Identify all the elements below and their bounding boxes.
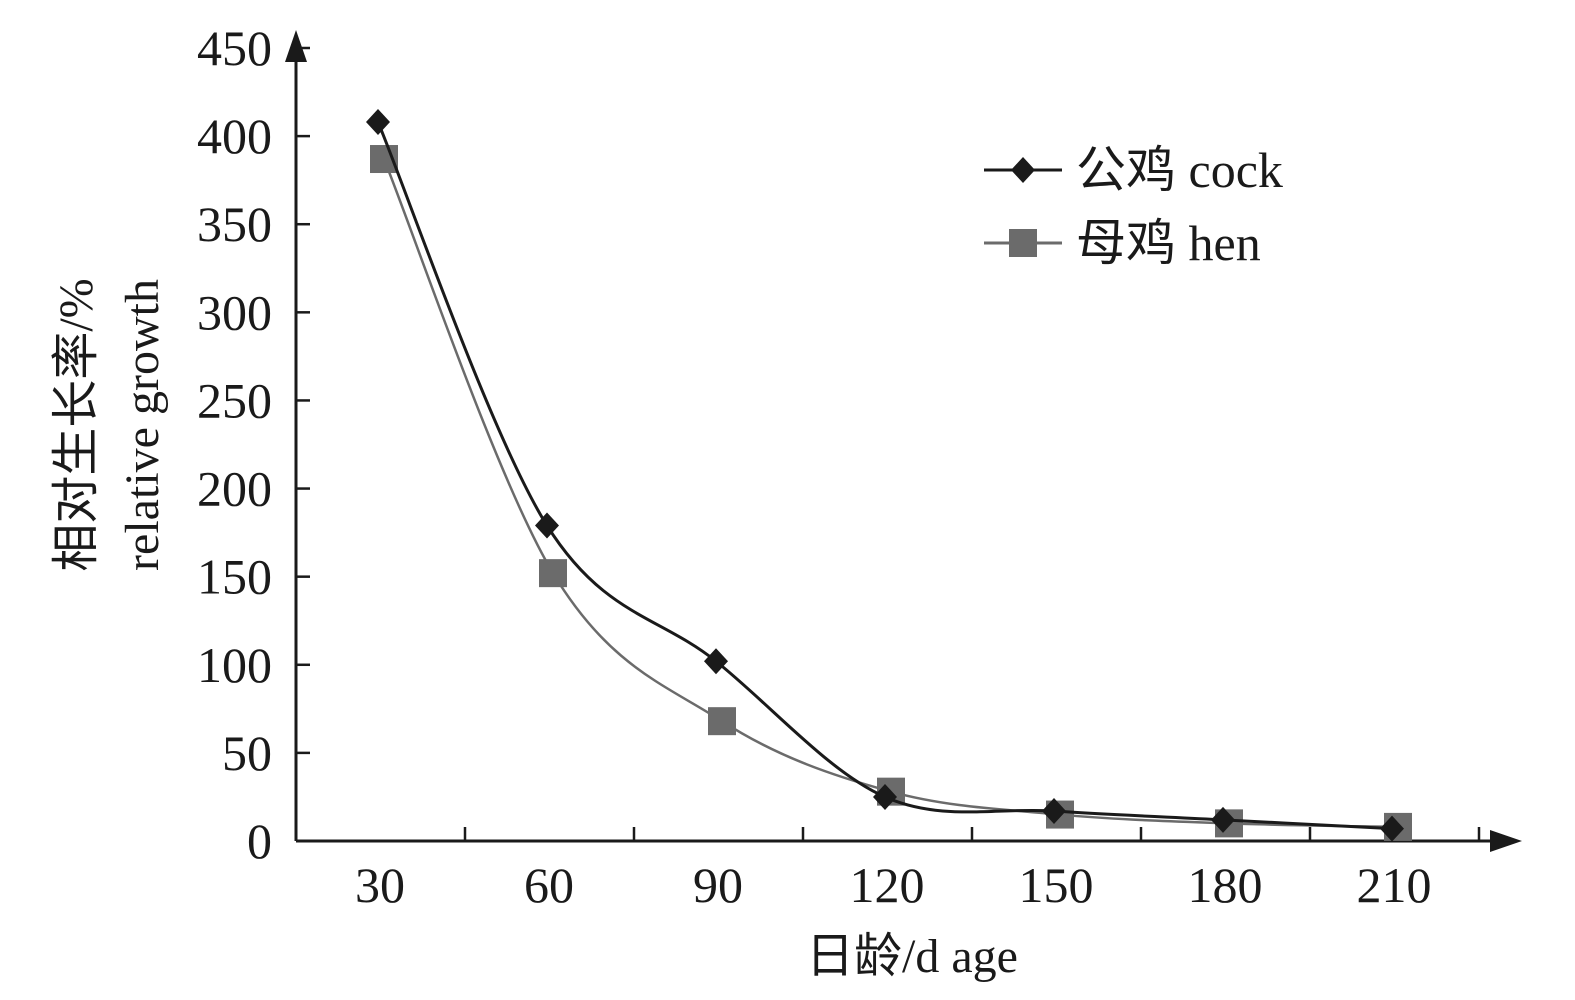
x-tick-label: 60 — [524, 857, 574, 913]
data-point-diamond — [535, 512, 559, 539]
y-axis-title: 相对生长率/% — [50, 278, 103, 571]
y-tick-label: 250 — [197, 372, 272, 428]
y-tick-label: 200 — [197, 461, 272, 517]
y-axis-title-line1: 相对生长率/% — [50, 278, 103, 571]
legend-label: 公鸡 cock — [1076, 142, 1283, 198]
x-axis-arrow — [1490, 830, 1522, 852]
legend-swatch-marker — [1011, 157, 1035, 183]
data-point-diamond — [1380, 815, 1404, 842]
x-tick-label: 150 — [1019, 857, 1094, 913]
y-tick-label: 100 — [197, 637, 272, 693]
y-tick-label: 350 — [197, 196, 272, 252]
x-tick-label: 180 — [1188, 857, 1263, 913]
y-axis-title-2: relative growth — [116, 279, 169, 571]
x-tick-label: 210 — [1357, 857, 1432, 913]
legend-item: 母鸡 hen — [984, 215, 1261, 271]
legend-label: 母鸡 hen — [1076, 215, 1261, 271]
series-layer — [366, 109, 1412, 842]
y-axis-ticks: 0 50 100 150 200 250 300 350 400 450 — [197, 20, 310, 869]
data-point-square — [708, 707, 736, 736]
y-tick-label: 300 — [197, 284, 272, 340]
legend: 公鸡 cock 母鸡 hen — [984, 142, 1283, 271]
data-point-diamond — [1211, 806, 1235, 833]
axes — [285, 30, 1522, 852]
y-tick-label: 400 — [197, 108, 272, 164]
x-tick-label: 90 — [693, 857, 743, 913]
y-axis-title-line2: relative growth — [116, 279, 169, 571]
legend-swatch-marker — [1009, 229, 1037, 257]
data-point-diamond — [704, 648, 728, 675]
y-tick-label: 50 — [222, 725, 272, 781]
x-axis-title: 日龄/d age — [806, 930, 1018, 983]
data-point-diamond — [1042, 798, 1066, 825]
y-axis-arrow — [285, 30, 307, 62]
series-cock — [366, 109, 1404, 842]
y-tick-label: 150 — [197, 549, 272, 605]
x-tick-label: 30 — [355, 857, 405, 913]
data-point-diamond — [873, 783, 897, 810]
data-point-diamond — [366, 109, 390, 136]
data-point-square — [539, 559, 567, 588]
y-tick-label: 450 — [197, 20, 272, 76]
x-tick-label: 120 — [850, 857, 925, 913]
legend-item: 公鸡 cock — [984, 142, 1283, 198]
y-tick-label: 0 — [247, 813, 272, 869]
x-axis-ticks: 30 60 90 120 150 180 210 — [355, 827, 1481, 913]
